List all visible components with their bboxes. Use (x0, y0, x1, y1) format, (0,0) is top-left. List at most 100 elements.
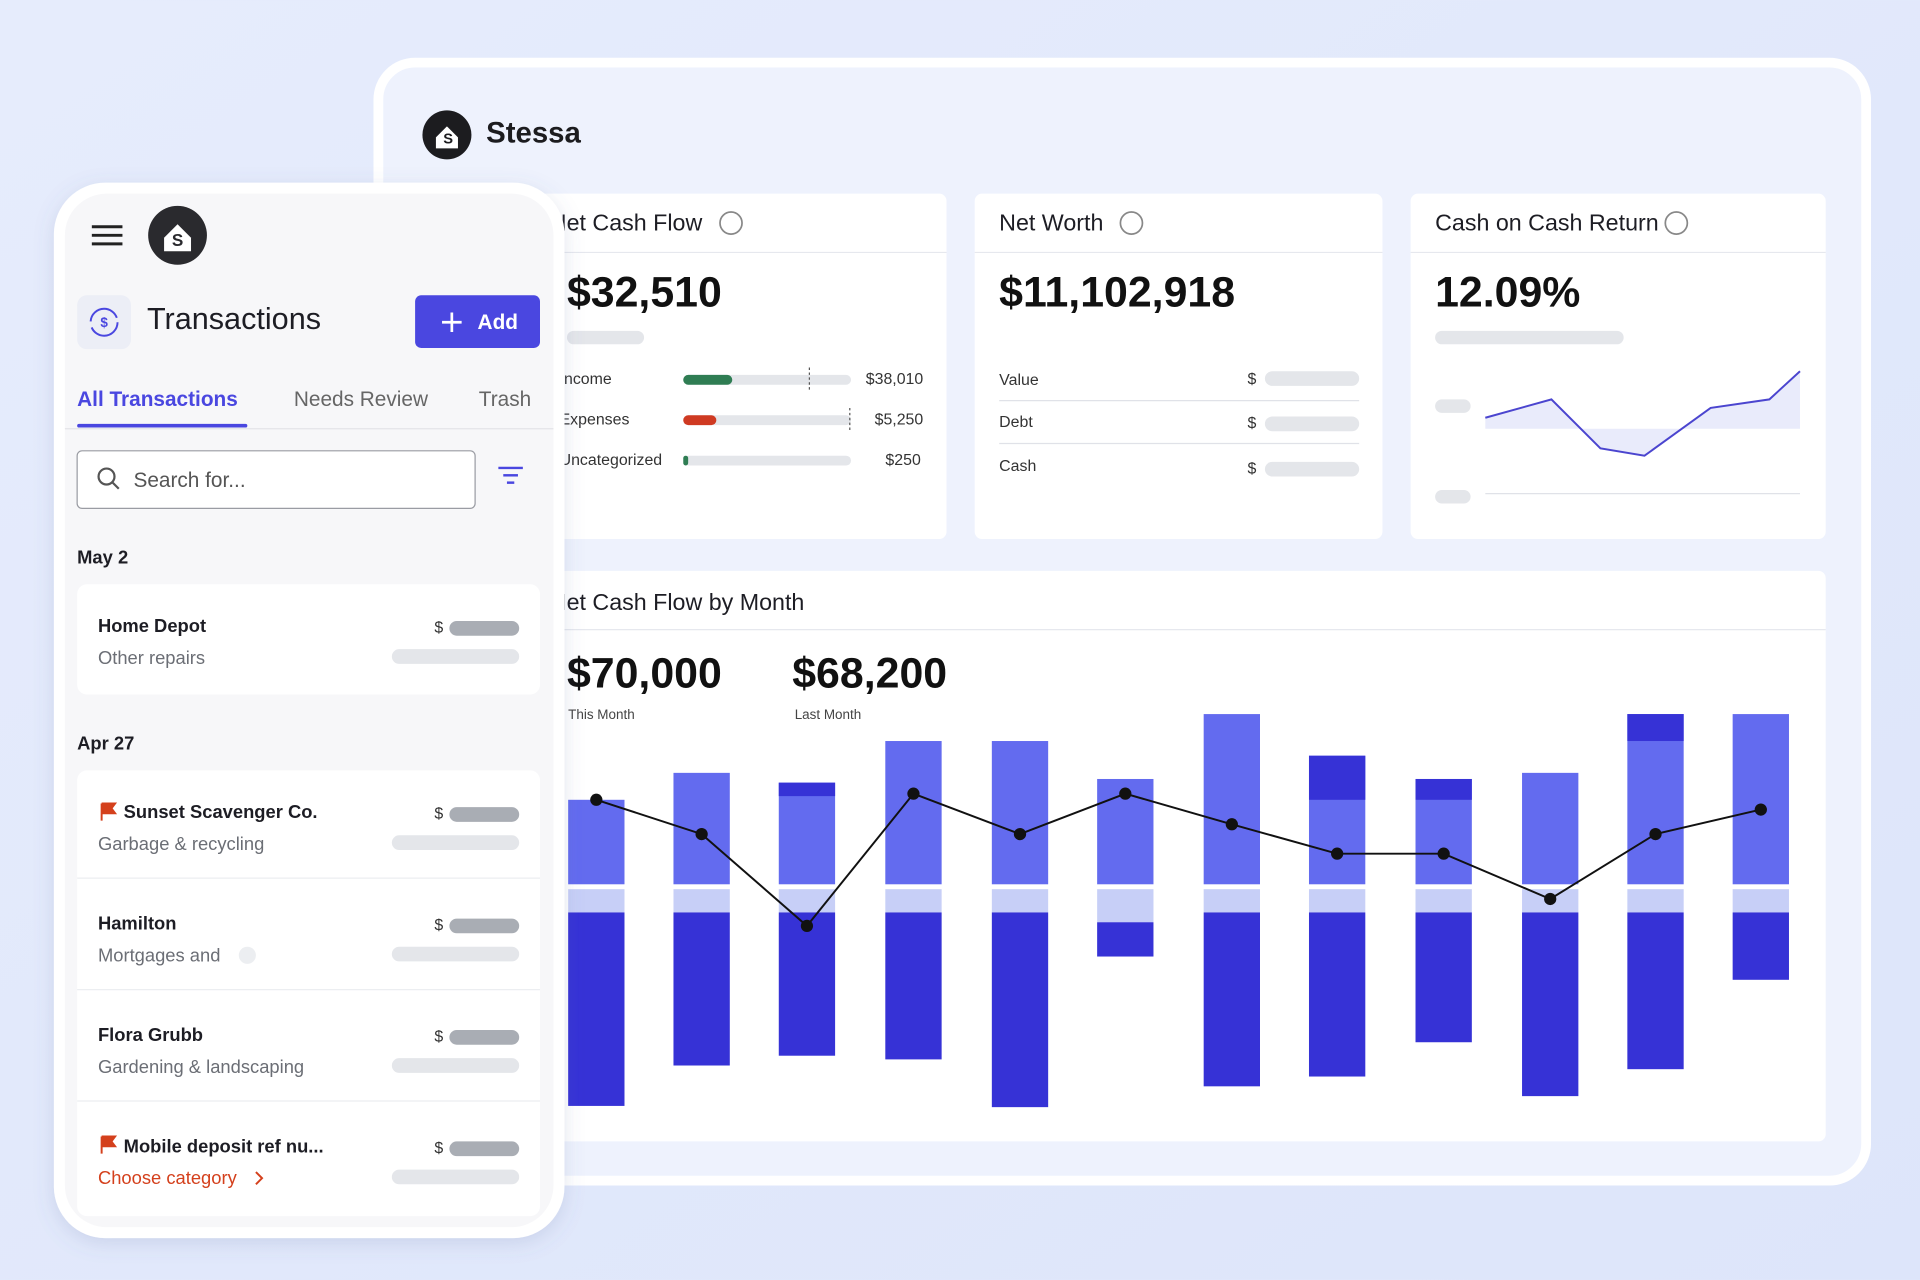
bar-band (885, 889, 942, 913)
currency: $ (1247, 371, 1256, 388)
currency: $ (434, 1029, 443, 1046)
section-icon-dollar: $ (100, 315, 108, 330)
trend-line (596, 792, 1762, 928)
placeholder (1435, 330, 1624, 345)
placeholder (391, 946, 520, 962)
section-icon (89, 307, 119, 337)
row-label: Uncategorized (560, 452, 663, 469)
placeholder (391, 835, 520, 850)
flag-icon (100, 802, 118, 821)
trend-point (695, 827, 708, 841)
placeholder (449, 918, 520, 934)
add-button-label: Add (478, 311, 518, 334)
card (974, 193, 1383, 539)
trend-point (1331, 847, 1344, 860)
currency: $ (434, 806, 443, 823)
info-icon[interactable] (1664, 211, 1689, 235)
app-logo-s: S (172, 230, 183, 250)
stat-label: Last Month (795, 707, 862, 722)
info-icon[interactable] (719, 211, 743, 235)
brand-name: Stessa (486, 117, 581, 150)
date-header: Apr 27 (77, 733, 134, 754)
add-button[interactable]: Add (415, 295, 540, 348)
search-icon-handle (111, 481, 120, 490)
bar-lower (568, 912, 625, 1106)
placeholder (1435, 490, 1471, 504)
progress-track (683, 455, 852, 466)
card (538, 193, 947, 539)
search-icon (97, 467, 116, 486)
transaction-name[interactable]: Sunset Scavenger Co. (124, 801, 318, 822)
flag-icon (100, 1135, 118, 1154)
trend-point (1119, 787, 1132, 800)
tab[interactable]: Needs Review (294, 388, 429, 411)
stat-value: $70,000 (567, 649, 722, 697)
bar-upper (1203, 714, 1260, 885)
transaction-card[interactable] (77, 584, 541, 695)
bar-upper (991, 741, 1049, 885)
trend-point (1437, 847, 1450, 860)
tab[interactable]: Trash (479, 388, 531, 411)
placeholder (449, 621, 520, 636)
add-button-bg (415, 295, 540, 348)
info-icon[interactable] (1119, 211, 1144, 235)
card-value: $32,510 (567, 269, 722, 317)
bar-band (1097, 889, 1154, 923)
row-amount: $5,250 (875, 411, 924, 428)
trend-point (590, 793, 603, 806)
transaction-name[interactable]: Flora Grubb (98, 1024, 203, 1045)
trend-point (800, 919, 814, 933)
bar-band (991, 889, 1049, 913)
bar-band (1203, 889, 1260, 913)
bar-upper (778, 782, 836, 885)
section-icon-bg (77, 295, 132, 350)
row-label: Expenses (560, 411, 630, 428)
brand-logo-s: S (443, 132, 453, 148)
bar-lower (1203, 912, 1260, 1087)
stat-value: $68,200 (792, 649, 947, 697)
bar-lower (1522, 912, 1579, 1097)
bar-lower (885, 912, 942, 1060)
add-icon (442, 312, 462, 333)
sparkline-area (1485, 371, 1800, 456)
placeholder (1264, 416, 1360, 432)
bar-cap (1308, 755, 1366, 800)
chevron-icon (255, 1171, 264, 1185)
placeholder (391, 649, 520, 664)
bar-lower (1732, 912, 1789, 980)
search-box[interactable]: Search for... (76, 450, 476, 509)
placeholder (1264, 461, 1360, 477)
tab[interactable]: All Transactions (77, 388, 238, 411)
card-title: Net Cash Flow (550, 209, 703, 235)
currency: $ (434, 1140, 443, 1157)
progress-uncategorized (683, 455, 689, 466)
placeholder (566, 330, 645, 345)
transaction-name[interactable]: Hamilton (98, 913, 177, 934)
bar-cap (1627, 714, 1684, 742)
bar-upper (568, 799, 625, 885)
bar-upper (1522, 772, 1579, 885)
choose-category-link[interactable]: Choose category (98, 1167, 238, 1188)
transaction-name: Home Depot (98, 615, 206, 636)
search-placeholder: Search for... (133, 469, 245, 492)
bar-cap (1415, 778, 1472, 800)
app-logo-house (164, 224, 192, 252)
placeholder (391, 1169, 520, 1185)
bar-upper (1732, 714, 1789, 885)
transaction-category: Other repairs (98, 647, 205, 668)
bar-lower (1415, 912, 1472, 1043)
chart-card (538, 570, 1826, 1142)
menu-icon[interactable] (91, 225, 123, 246)
filter-icon[interactable] (498, 466, 523, 484)
bar-band (1627, 889, 1684, 913)
bar-lower (673, 912, 730, 1066)
trend-point (1649, 827, 1662, 841)
transaction-category: Mortgages and (98, 944, 220, 965)
transaction-category: Garbage & recycling (98, 833, 264, 854)
bar-chart (568, 714, 1789, 1108)
date-header: May 2 (77, 546, 128, 567)
transaction-name[interactable]: Mobile deposit ref nu... (124, 1135, 324, 1156)
row-label: Income (560, 371, 612, 388)
